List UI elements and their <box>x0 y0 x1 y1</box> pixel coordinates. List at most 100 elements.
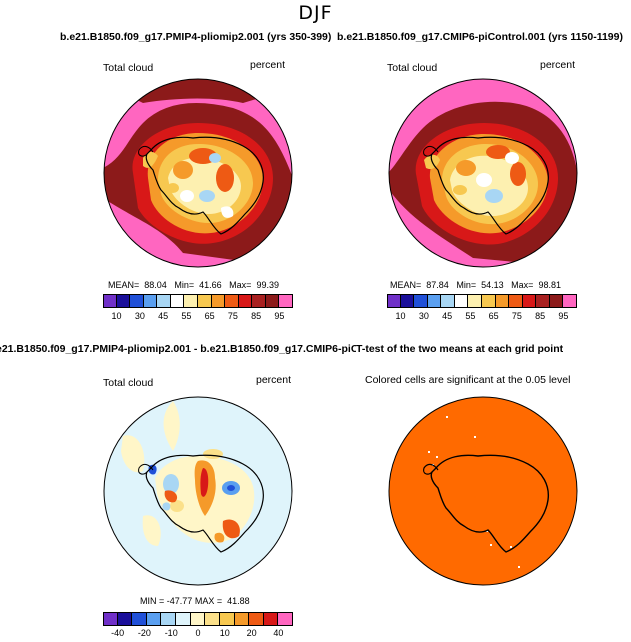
panel1-colorbar-tick: 95 <box>274 311 285 321</box>
panel1-colorbar-swatch <box>279 294 293 308</box>
panel4-coastline <box>430 454 550 553</box>
panel2-colorbar-tick: 45 <box>442 311 453 321</box>
panel1-colorbar-tick: 75 <box>227 311 238 321</box>
panel4-map-border <box>388 396 578 586</box>
panel3-map-border <box>103 396 293 586</box>
panel2-colorbar-tick: 95 <box>558 311 569 321</box>
panel2-mean: 87.84 <box>426 280 449 290</box>
panel2-colorbar-swatch <box>563 294 577 308</box>
panel3-colorbar-swatch <box>249 612 264 626</box>
panel3-colorbar-swatch <box>176 612 191 626</box>
panel1-colorbar-swatch <box>211 294 226 308</box>
panel2-colorbar-tick: 30 <box>418 311 429 321</box>
panel2-colorbar-tick: 55 <box>465 311 476 321</box>
panel2-colorbar-swatch <box>482 294 496 308</box>
panel1-colorbar-swatch <box>252 294 266 308</box>
panel3-colorbar <box>103 612 293 626</box>
panel4-title: T-test of the two means at each grid poi… <box>356 343 564 355</box>
panel2-colorbar-tick: 10 <box>395 311 406 321</box>
panel1-colorbar-swatch <box>143 294 158 308</box>
panel4-significance-fill <box>389 397 577 585</box>
panel1-colorbar-swatch <box>225 294 239 308</box>
panel3-colorbar-swatch <box>132 612 147 626</box>
panel3-colorbar-swatch <box>278 612 293 626</box>
panel3-colorbar-ticks: -40 -20 -10 0 10 20 40 <box>103 628 293 640</box>
panel1-map-border <box>103 78 293 268</box>
panel1-title: b.e21.B1850.f09_g17.PMIP4-pliomip2.001 (… <box>60 31 332 43</box>
panel1-colorbar-tick: 65 <box>204 311 215 321</box>
panel1-mean: 88.04 <box>144 280 167 290</box>
panel3-polar-map <box>103 396 293 586</box>
panel3-min: -47.77 <box>166 596 193 606</box>
panel1-colorbar-tick: 10 <box>111 311 122 321</box>
panel1-max: 99.39 <box>256 280 279 290</box>
panel4-subtitle: Colored cells are significant at the 0.0… <box>365 374 571 386</box>
panel2-colorbar-swatch <box>549 294 564 308</box>
panel1-colorbar-swatch <box>238 294 253 308</box>
panel2-coastline <box>430 136 549 235</box>
panel1-colorbar <box>103 294 293 308</box>
panel2-colorbar-swatch <box>441 294 455 308</box>
panel3-colorbar-swatch <box>263 612 279 626</box>
panel3-colorbar-tick: 40 <box>273 628 284 638</box>
panel3-max: 41.88 <box>227 596 250 606</box>
panel2-low-cloud-patch <box>505 152 519 164</box>
panel1-min: 41.66 <box>199 280 222 290</box>
panel3-colorbar-swatch <box>205 612 220 626</box>
figure-title: DJF <box>298 2 333 24</box>
panel1-colorbar-swatch <box>265 294 280 308</box>
panel2-stats: MEAN= 87.84 Min= 54.13 Max= 98.81 <box>390 280 561 290</box>
panel3-units-label: percent <box>256 374 292 386</box>
panel3-colorbar-swatch <box>146 612 162 626</box>
panel1-polar-map <box>103 78 293 268</box>
panel3-title: e21.B1850.f09_g17.PMIP4-pliomip2.001 - b… <box>0 343 380 355</box>
panel3-colorbar-swatch <box>234 612 250 626</box>
panel2-map-border <box>388 78 578 268</box>
panel1-colorbar-swatch <box>184 294 198 308</box>
panel2-colorbar-swatch <box>414 294 428 308</box>
panel1-variable-label: Total cloud <box>103 62 154 74</box>
panel1-colorbar-tick: 55 <box>181 311 192 321</box>
panel2-colorbar-ticks: 10 30 45 55 65 75 85 95 <box>387 311 577 323</box>
panel1-colorbar-swatch <box>198 294 212 308</box>
panel2-colorbar-swatch <box>509 294 523 308</box>
panel1-colorbar-tick: 45 <box>158 311 169 321</box>
panel2-min: 54.13 <box>481 280 504 290</box>
panel2-colorbar <box>387 294 577 308</box>
panel2-colorbar-swatch <box>495 294 510 308</box>
panel4-polar-map <box>388 396 578 586</box>
panel3-variable-label: Total cloud <box>103 377 154 389</box>
panel2-colorbar-tick: 65 <box>488 311 499 321</box>
panel2-title: b.e21.B1850.f09_g17.CMIP6-piControl.001 … <box>337 31 623 43</box>
panel2-colorbar-tick: 75 <box>511 311 522 321</box>
panel3-colorbar-swatch <box>190 612 206 626</box>
panel1-colorbar-tick: 30 <box>134 311 145 321</box>
panel3-stats: MIN = -47.77 MAX = 41.88 <box>140 596 250 606</box>
panel2-colorbar-swatch <box>522 294 537 308</box>
panel3-colorbar-tick: -40 <box>111 628 125 638</box>
panel2-colorbar-swatch <box>468 294 482 308</box>
panel1-low-cloud-patch <box>209 153 221 163</box>
panel1-colorbar-ticks: 10 30 45 55 65 75 85 95 <box>103 311 293 323</box>
panel3-coastline <box>145 454 264 553</box>
panel3-colorbar-tick: 20 <box>246 628 257 638</box>
panel3-colorbar-swatch <box>161 612 177 626</box>
panel1-colorbar-swatch <box>116 294 131 308</box>
panel1-colorbar-swatch <box>157 294 171 308</box>
panel1-stats: MEAN= 88.04 Min= 41.66 Max= 99.39 <box>108 280 279 290</box>
panel2-colorbar-tick: 85 <box>535 311 546 321</box>
panel2-units-label: percent <box>540 59 576 71</box>
panel2-colorbar-swatch <box>454 294 469 308</box>
panel2-colorbar-swatch <box>536 294 550 308</box>
panel1-colorbar-swatch <box>170 294 185 308</box>
panel2-colorbar-swatch <box>400 294 415 308</box>
panel3-colorbar-swatch <box>117 612 133 626</box>
panel2-max: 98.81 <box>538 280 561 290</box>
panel2-colorbar-swatch <box>387 294 401 308</box>
panel3-colorbar-swatch <box>103 612 118 626</box>
panel2-variable-label: Total cloud <box>387 62 438 74</box>
panel3-colorbar-tick: -20 <box>137 628 151 638</box>
panel3-colorbar-swatch <box>219 612 235 626</box>
panel1-units-label: percent <box>250 59 286 71</box>
panel3-colorbar-tick: 10 <box>219 628 230 638</box>
